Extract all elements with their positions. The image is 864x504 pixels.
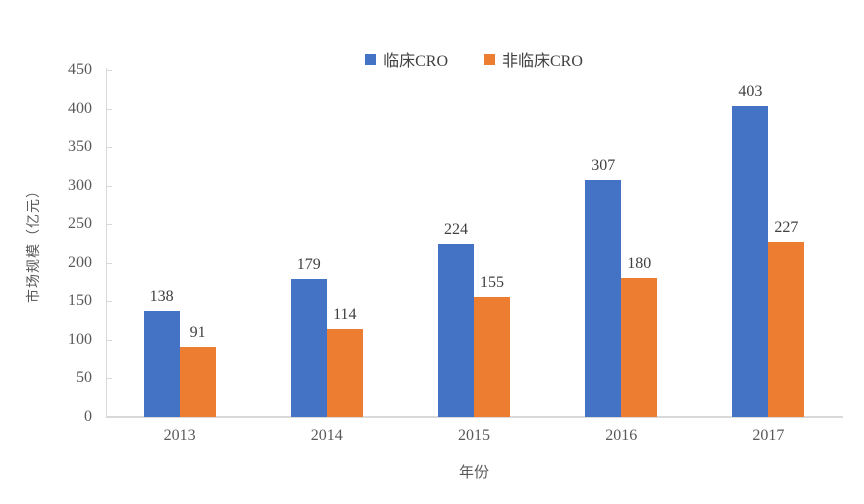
legend-label-clinical-cro: 临床CRO (383, 53, 448, 70)
bar-value-label: 114 (333, 306, 357, 324)
bar-非临床CRO-2013 (179, 346, 216, 417)
bar-非临床CRO-2016 (621, 278, 658, 417)
y-tick-label: 450 (68, 61, 92, 78)
y-axis-title: 市场规模（亿元） (25, 183, 41, 303)
x-axis-line (106, 416, 843, 418)
y-tick-mark (107, 339, 112, 341)
x-tick-label: 2017 (752, 427, 785, 444)
x-axis-title: 年份 (458, 464, 489, 481)
y-axis-line (106, 68, 107, 417)
legend-swatch-clinical-cro (365, 53, 377, 65)
x-tick-label: 2015 (458, 427, 490, 444)
y-tick-label: 300 (68, 176, 92, 194)
y-tick-label: 100 (68, 330, 92, 348)
bar-非临床CRO-2017 (768, 241, 805, 417)
y-tick-mark (107, 185, 112, 187)
bar-临床CRO-2016 (585, 180, 622, 417)
legend-label-nonclinical-cro: 非临床CRO (502, 53, 583, 70)
bar-value-label: 179 (296, 255, 321, 273)
x-tick-label: 2014 (310, 427, 343, 444)
bar-value-label: 224 (444, 221, 468, 239)
bar-value-label: 155 (480, 274, 504, 292)
y-tick-label: 250 (68, 215, 92, 233)
y-tick-label: 0 (84, 408, 92, 425)
bar-临床CRO-2017 (732, 106, 769, 417)
y-tick-mark (107, 417, 112, 418)
bar-value-label: 180 (627, 255, 652, 273)
y-tick-mark (107, 262, 112, 264)
x-tick-label: 2013 (163, 427, 196, 444)
x-tick-label: 2016 (605, 427, 638, 444)
legend-item-nonclinical-cro: 非临床CRO (484, 47, 583, 71)
bar-value-label: 91 (189, 323, 206, 341)
bar-临床CRO-2014 (290, 278, 327, 417)
bar-value-label: 307 (591, 157, 616, 175)
y-tick-mark (107, 301, 112, 303)
legend-item-clinical-cro: 临床CRO (365, 47, 448, 71)
y-tick-label: 350 (68, 138, 92, 156)
y-tick-mark (107, 147, 112, 149)
y-tick-label: 200 (68, 253, 92, 271)
bar-value-label: 138 (149, 287, 174, 305)
y-tick-mark (107, 108, 112, 110)
y-tick-label: 400 (68, 99, 92, 117)
bar-临床CRO-2013 (143, 310, 180, 417)
bar-临床CRO-2015 (438, 244, 474, 417)
legend: 临床CRO 非临床CRO (106, 47, 842, 71)
bar-非临床CRO-2015 (474, 297, 510, 417)
bar-value-label: 227 (774, 218, 799, 236)
bar-非临床CRO-2014 (326, 329, 363, 417)
y-tick-mark (107, 70, 112, 71)
legend-swatch-nonclinical-cro (484, 53, 495, 65)
y-tick-label: 50 (76, 369, 92, 387)
y-tick-mark (107, 378, 112, 380)
y-tick-label: 150 (68, 292, 92, 310)
y-tick-mark (107, 224, 112, 226)
bar-value-label: 403 (738, 83, 763, 101)
